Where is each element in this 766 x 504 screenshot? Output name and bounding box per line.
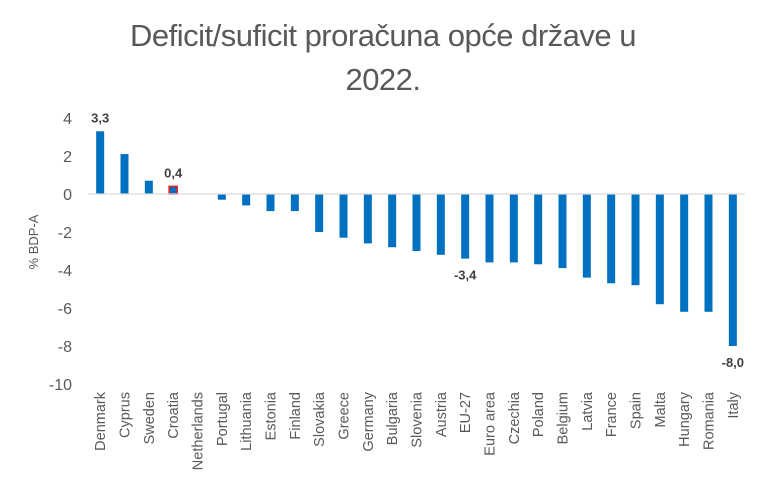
y-tick-label: 0	[63, 187, 72, 204]
bar-bulgaria	[388, 194, 397, 248]
bar-slovenia	[412, 194, 421, 251]
x-category-label: Finland	[288, 392, 304, 440]
x-category-label: France	[604, 392, 620, 437]
bar-eu-27	[461, 194, 470, 259]
bar-germany	[363, 194, 372, 244]
bar-croatia	[168, 185, 178, 195]
data-labels: 3,3 0,4 -3,4 -8,0	[91, 110, 744, 370]
x-category-label: Sweden	[142, 392, 158, 444]
bar-estonia	[266, 194, 275, 212]
x-category-label: Estonia	[264, 391, 280, 440]
bar-denmark	[96, 131, 105, 194]
chart-title-line-2: 2022.	[345, 62, 421, 97]
chart-title-line-1: Deficit/suficit proračuna opće države u	[129, 18, 637, 53]
bar-austria	[436, 194, 445, 255]
x-category-label: Cyprus	[118, 392, 134, 438]
x-category-label: Poland	[531, 392, 547, 437]
x-category-label: Slovakia	[312, 391, 328, 447]
x-category-label: Greece	[337, 392, 353, 440]
x-category-label: Lithuania	[239, 391, 255, 451]
bar-poland	[534, 194, 543, 265]
x-category-label: Germany	[361, 391, 377, 451]
data-label: 3,3	[91, 110, 109, 125]
bar-czechia	[509, 194, 518, 263]
x-category-label: Portugal	[215, 392, 231, 446]
data-label: 0,4	[164, 165, 183, 180]
y-axis-label: % BDP-A	[26, 214, 41, 269]
chart-title: Deficit/suficit proračuna opće države u …	[0, 14, 766, 102]
y-tick-label: -8	[58, 339, 72, 356]
x-category-label: Bulgaria	[385, 391, 401, 445]
bar-lithuania	[242, 194, 251, 206]
y-tick-label: -6	[58, 301, 72, 318]
x-category-label: Latvia	[580, 391, 596, 431]
x-category-label: Belgium	[556, 392, 572, 444]
bar-cyprus	[120, 154, 129, 194]
x-category-label: Denmark	[93, 391, 109, 451]
bar-latvia	[582, 194, 591, 278]
x-category-label: Slovenia	[410, 391, 426, 448]
bar-finland	[290, 194, 299, 212]
y-tick-label: -2	[58, 225, 72, 242]
bars	[96, 131, 737, 346]
bar-italy	[728, 194, 737, 346]
bar-france	[607, 194, 616, 284]
x-category-label: Austria	[434, 391, 450, 437]
x-category-label: Czechia	[507, 391, 523, 444]
bar-sweden	[144, 180, 153, 194]
y-axis-ticks: 4 2 0 -2 -4 -6 -8 -10	[49, 111, 72, 394]
x-category-label: Malta	[653, 391, 669, 427]
bar-spain	[631, 194, 640, 286]
y-tick-label: 4	[63, 111, 72, 128]
x-category-label: Hungary	[677, 391, 693, 447]
bar-malta	[655, 194, 664, 305]
x-category-label: Spain	[629, 392, 645, 429]
bar-belgium	[558, 194, 567, 269]
data-label: -3,4	[454, 268, 477, 283]
bar-greece	[339, 194, 348, 238]
y-tick-label: -4	[58, 263, 72, 280]
x-category-label: EU-27	[458, 392, 474, 433]
x-axis-categories: Denmark Cyprus Sweden Croatia Netherlands Por…	[93, 391, 742, 470]
x-category-label: Euro area	[483, 391, 499, 456]
bar-hungary	[680, 194, 689, 312]
y-tick-label: 2	[63, 149, 72, 166]
bar-portugal	[217, 194, 226, 200]
bar-euro-area	[485, 194, 494, 263]
x-category-label: Romania	[702, 391, 718, 450]
x-category-label: Italy	[726, 391, 742, 418]
bar-romania	[704, 194, 713, 312]
bar-slovakia	[315, 194, 324, 232]
x-category-label: Netherlands	[191, 392, 207, 470]
data-label: -8,0	[722, 355, 744, 370]
y-tick-label: -10	[49, 377, 72, 394]
x-category-label: Croatia	[166, 391, 182, 439]
